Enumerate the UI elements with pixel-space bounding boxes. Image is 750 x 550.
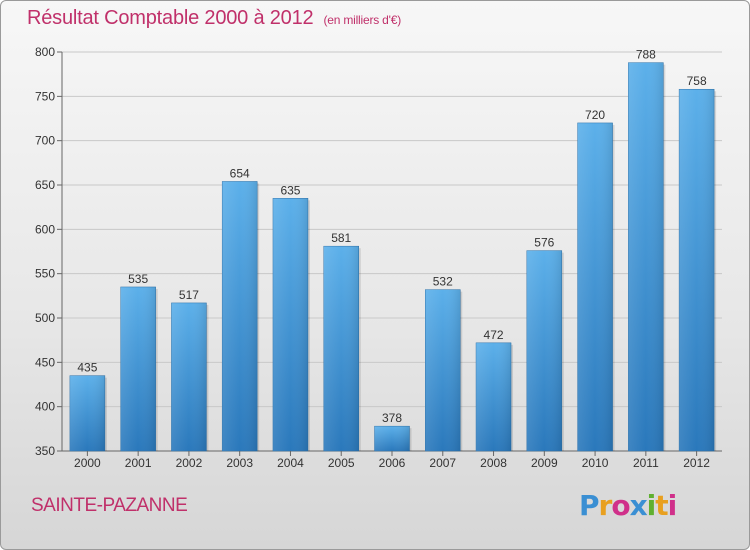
data-label: 581 bbox=[331, 231, 351, 245]
bar-shine bbox=[272, 198, 308, 451]
x-tick-label: 2008 bbox=[480, 456, 507, 470]
x-tick-label: 2002 bbox=[176, 456, 203, 470]
chart-subtitle: (en milliers d'€) bbox=[323, 13, 402, 27]
data-label: 532 bbox=[433, 275, 453, 289]
data-label: 435 bbox=[77, 361, 97, 375]
data-label: 378 bbox=[382, 411, 402, 425]
logo-letter: i bbox=[667, 489, 678, 522]
y-tick-label: 600 bbox=[35, 222, 55, 236]
bar-shine bbox=[374, 426, 410, 451]
y-tick-label: 700 bbox=[35, 134, 55, 148]
x-tick-label: 2011 bbox=[633, 456, 659, 470]
bar-shine bbox=[526, 250, 562, 451]
data-label: 635 bbox=[280, 183, 300, 197]
logo-letter: t bbox=[655, 489, 668, 522]
bar-shine bbox=[171, 302, 207, 451]
x-tick-label: 2006 bbox=[379, 456, 406, 470]
bar-shine bbox=[120, 286, 156, 451]
x-tick-label: 2010 bbox=[582, 456, 609, 470]
data-label: 517 bbox=[179, 288, 199, 302]
y-tick-label: 350 bbox=[35, 444, 55, 458]
x-tick-label: 2003 bbox=[226, 456, 253, 470]
x-tick-label: 2001 bbox=[125, 456, 152, 470]
data-label: 654 bbox=[230, 166, 250, 180]
bar-shine bbox=[476, 342, 512, 451]
proxiti-logo: Proxiti bbox=[579, 489, 678, 522]
logo-letter: r bbox=[598, 489, 613, 522]
bar-shine bbox=[425, 289, 461, 451]
data-label: 576 bbox=[534, 236, 554, 250]
commune-name: SAINTE-PAZANNE bbox=[31, 495, 188, 516]
bar-shine bbox=[628, 62, 664, 451]
bar-shine bbox=[323, 246, 359, 451]
y-tick-label: 550 bbox=[35, 267, 55, 281]
data-label: 535 bbox=[128, 272, 148, 286]
bar-shine bbox=[577, 122, 613, 451]
x-tick-label: 2000 bbox=[74, 456, 101, 470]
logo-letter: x bbox=[629, 489, 648, 522]
chart-title: Résultat Comptable 2000 à 2012 (en millie… bbox=[27, 7, 401, 30]
x-tick-label: 2005 bbox=[328, 456, 355, 470]
y-tick-label: 450 bbox=[35, 355, 55, 369]
x-tick-label: 2012 bbox=[683, 456, 710, 470]
y-tick-label: 800 bbox=[35, 45, 55, 59]
logo-letter: P bbox=[579, 489, 600, 522]
bar-shine bbox=[679, 89, 715, 452]
data-label: 720 bbox=[585, 108, 605, 122]
y-tick-label: 650 bbox=[35, 178, 55, 192]
bar-shine bbox=[222, 181, 258, 451]
x-tick-label: 2009 bbox=[531, 456, 558, 470]
data-label: 788 bbox=[636, 48, 656, 62]
logo-letter: i bbox=[646, 489, 657, 522]
logo-letter: o bbox=[611, 489, 630, 522]
bar-shine bbox=[69, 375, 105, 451]
x-tick-label: 2004 bbox=[277, 456, 304, 470]
data-label: 758 bbox=[687, 74, 707, 88]
chart-title-text: Résultat Comptable 2000 à 2012 bbox=[27, 7, 314, 29]
y-tick-label: 750 bbox=[35, 89, 55, 103]
x-tick-label: 2007 bbox=[429, 456, 456, 470]
y-tick-label: 400 bbox=[35, 400, 55, 414]
data-label: 472 bbox=[484, 328, 504, 342]
y-tick-label: 500 bbox=[35, 311, 55, 325]
